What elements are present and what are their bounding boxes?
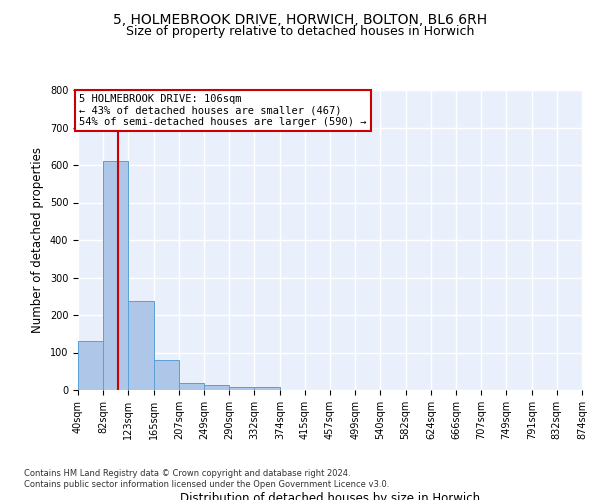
Text: Contains HM Land Registry data © Crown copyright and database right 2024.: Contains HM Land Registry data © Crown c… — [24, 468, 350, 477]
Bar — [179, 382, 205, 390]
Y-axis label: Number of detached properties: Number of detached properties — [31, 147, 44, 333]
Bar — [205, 385, 229, 390]
Bar — [78, 341, 103, 390]
Text: Contains public sector information licensed under the Open Government Licence v3: Contains public sector information licen… — [24, 480, 389, 489]
Bar — [254, 386, 280, 390]
Bar — [128, 300, 154, 390]
Text: 5 HOLMEBROOK DRIVE: 106sqm
← 43% of detached houses are smaller (467)
54% of sem: 5 HOLMEBROOK DRIVE: 106sqm ← 43% of deta… — [79, 94, 367, 127]
X-axis label: Distribution of detached houses by size in Horwich: Distribution of detached houses by size … — [180, 492, 480, 500]
Bar — [229, 386, 254, 390]
Bar — [154, 360, 179, 390]
Text: Size of property relative to detached houses in Horwich: Size of property relative to detached ho… — [126, 25, 474, 38]
Text: 5, HOLMEBROOK DRIVE, HORWICH, BOLTON, BL6 6RH: 5, HOLMEBROOK DRIVE, HORWICH, BOLTON, BL… — [113, 12, 487, 26]
Bar — [103, 161, 128, 390]
